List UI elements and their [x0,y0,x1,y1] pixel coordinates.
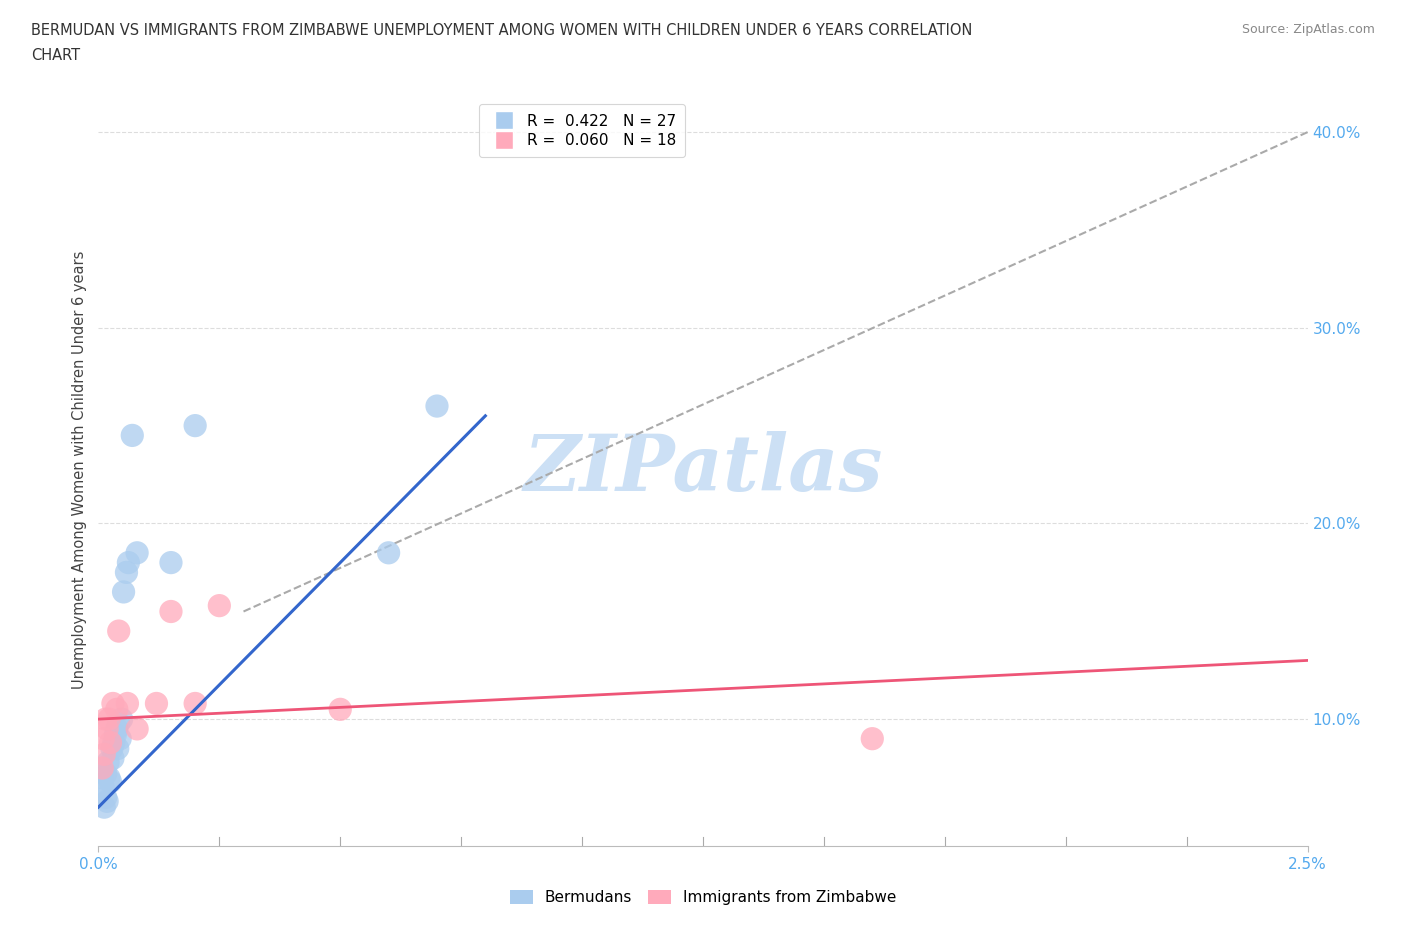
Point [107,741,129,756]
Point [100,775,122,790]
Point [184,696,207,711]
Point [107,624,129,639]
Point [98,711,121,726]
Point [105,702,128,717]
Point [91,780,114,795]
Point [208,598,231,613]
Text: CHART: CHART [31,48,80,63]
Point [96,722,118,737]
Point [101,751,124,765]
Text: BERMUDAN VS IMMIGRANTS FROM ZIMBABWE UNEMPLOYMENT AMONG WOMEN WITH CHILDREN UNDE: BERMUDAN VS IMMIGRANTS FROM ZIMBABWE UNE… [31,23,973,38]
Point [115,565,138,579]
Point [860,731,883,746]
Point [377,545,399,560]
Point [329,702,352,717]
Point [111,711,134,726]
Point [98,770,121,785]
Point [105,722,128,737]
Point [91,761,114,776]
Legend: R =  0.422   N = 27, R =  0.060   N = 18: R = 0.422 N = 27, R = 0.060 N = 18 [479,104,685,157]
Text: ZIPatlas: ZIPatlas [523,432,883,508]
Point [96,794,118,809]
Point [145,696,167,711]
Y-axis label: Unemployment Among Women with Children Under 6 years: Unemployment Among Women with Children U… [72,250,87,689]
Point [104,727,127,742]
Point [91,731,114,746]
Point [91,770,114,785]
Point [117,555,139,570]
Point [93,747,115,762]
Text: Source: ZipAtlas.com: Source: ZipAtlas.com [1241,23,1375,36]
Point [97,755,120,770]
Point [121,428,143,443]
Point [117,696,139,711]
Point [93,800,115,815]
Point [127,545,149,560]
Point [94,766,117,781]
Point [160,555,183,570]
Point [426,399,449,414]
Point [160,604,183,619]
Point [184,418,207,433]
Point [100,735,122,750]
Point [101,696,124,711]
Legend: Bermudans, Immigrants from Zimbabwe: Bermudans, Immigrants from Zimbabwe [503,884,903,911]
Point [103,735,125,750]
Point [127,722,149,737]
Point [94,711,117,726]
Point [101,741,124,756]
Point [94,790,117,804]
Point [112,584,135,599]
Point [107,715,129,730]
Point [108,731,131,746]
